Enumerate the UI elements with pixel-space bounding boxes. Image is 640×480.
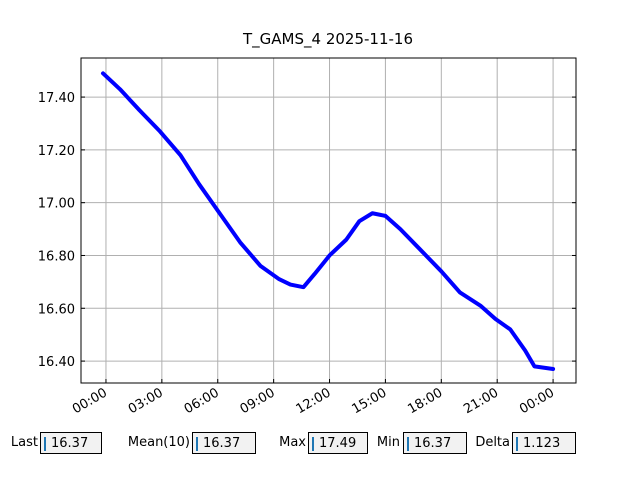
plot-frame: [80, 57, 577, 384]
widget-label: Max: [279, 435, 306, 450]
widget-label: Delta: [475, 435, 510, 450]
data-line: [100, 71, 556, 372]
x-tick-label: 21:00: [461, 385, 501, 417]
chart: T_GAMS_4 2025-11-16 16.40 16.60 16.80 17.00…: [38, 30, 577, 417]
x-tick-label: 00:00: [70, 385, 110, 417]
x-tick-label: 00:00: [517, 385, 557, 417]
x-tick-label: 03:00: [126, 385, 166, 417]
text-box[interactable]: 16.37: [40, 432, 102, 454]
y-tick-label: 17.20: [38, 144, 75, 159]
text-box[interactable]: 1.123: [512, 432, 576, 454]
x-tick-label: 06:00: [182, 385, 222, 417]
y-tick-label: 16.40: [38, 355, 75, 370]
text-box[interactable]: 16.37: [403, 432, 467, 454]
x-tick-label: 15:00: [349, 385, 389, 417]
widget-label: Last: [10, 435, 38, 450]
widget-label: Mean(10): [127, 435, 190, 450]
widget-label: Min: [376, 435, 400, 450]
y-tick-label: 16.60: [38, 302, 75, 317]
text-box[interactable]: 16.37: [192, 432, 256, 454]
text-box[interactable]: 17.49: [308, 432, 368, 454]
x-tick-label: 09:00: [238, 385, 278, 417]
x-tick-label: 12:00: [294, 385, 334, 417]
y-tick-label: 17.00: [38, 197, 75, 212]
x-tick-label: 18:00: [405, 385, 445, 417]
y-tick-label: 16.80: [38, 249, 75, 264]
y-tick-label: 17.40: [38, 91, 75, 106]
chart-title: T_GAMS_4 2025-11-16: [242, 30, 413, 49]
